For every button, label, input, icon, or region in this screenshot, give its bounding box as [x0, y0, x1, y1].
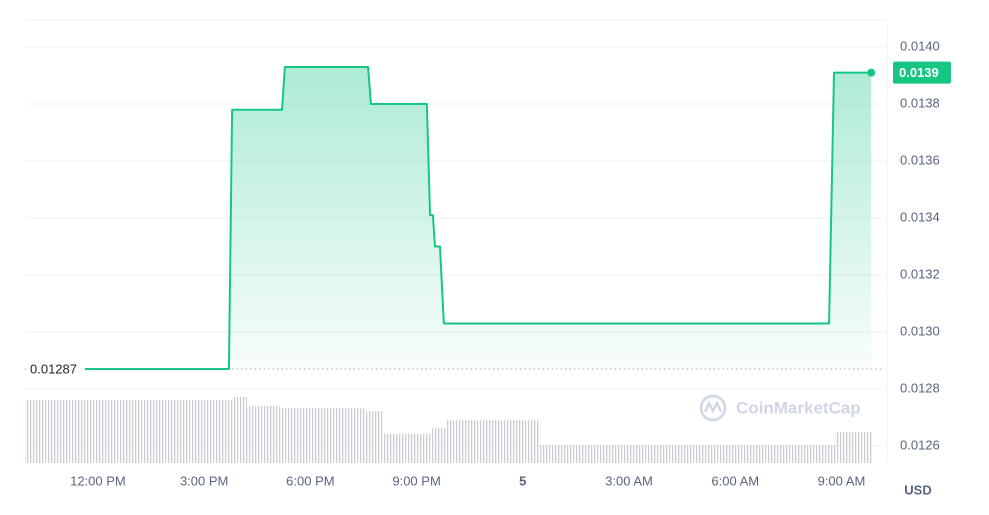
volume-bar	[540, 445, 836, 463]
watermark-text: CoinMarketCap	[736, 398, 861, 417]
watermark-logo-mark	[703, 400, 723, 414]
volume-bar	[382, 433, 433, 463]
last-point	[867, 68, 876, 77]
x-tick-label: 3:00 PM	[180, 473, 228, 488]
volume-bar	[432, 427, 446, 463]
y-tick-label: 0.0132	[900, 266, 940, 281]
watermark: CoinMarketCap	[699, 394, 861, 422]
price-tag-label: 0.0139	[899, 65, 939, 80]
volume-bar	[232, 397, 247, 463]
price-area	[84, 66, 872, 370]
volume-bar	[25, 400, 233, 463]
y-tick-label: 0.0140	[900, 38, 940, 53]
y-tick-label: 0.0130	[900, 323, 940, 338]
y-tick-label: 0.0126	[900, 437, 940, 452]
y-tick-label: 0.0138	[900, 95, 940, 110]
reference-label: 0.01287	[30, 361, 77, 376]
x-tick-label: 6:00 PM	[286, 473, 334, 488]
volume-bar	[445, 420, 541, 463]
x-tick-label: 9:00 AM	[818, 473, 866, 488]
volume-bar	[364, 411, 383, 463]
y-tick-label: 0.0134	[900, 209, 940, 224]
price-tag	[893, 61, 951, 84]
reference-label-bg	[27, 360, 85, 379]
x-tick-label: 12:00 PM	[70, 473, 126, 488]
x-tick-label: 3:00 AM	[605, 473, 653, 488]
y-tick-label: 0.0136	[900, 152, 940, 167]
volume-bar	[246, 406, 280, 463]
watermark-logo	[699, 394, 727, 422]
x-tick-label: 6:00 AM	[711, 473, 759, 488]
volume-bar	[279, 408, 365, 463]
price-line	[84, 65, 872, 371]
x-tick-label: 5	[519, 473, 526, 488]
x-tick-label: 9:00 PM	[392, 473, 440, 488]
axis-unit: USD	[904, 482, 931, 497]
y-tick-label: 0.0128	[900, 380, 940, 395]
volume-bar	[835, 432, 872, 463]
